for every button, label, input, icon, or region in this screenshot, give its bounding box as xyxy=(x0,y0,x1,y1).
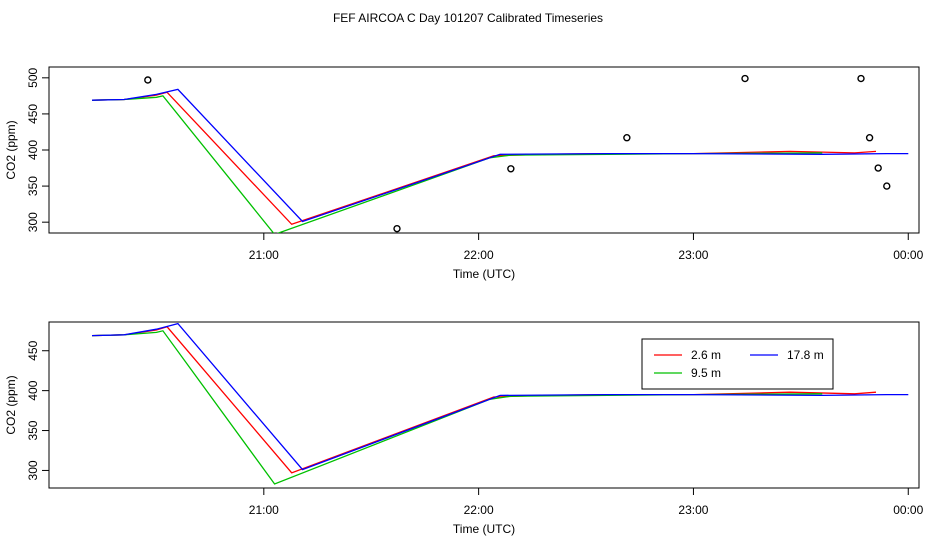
y-tick-label: 400 xyxy=(26,140,40,160)
data-point xyxy=(623,134,631,142)
top-panel: 21:00 22:00 23:00 00:00 300 350 400 450 500 Time … xyxy=(4,66,924,281)
x-tick-label: 22:00 xyxy=(464,503,494,517)
series-line-17-8-m xyxy=(91,322,909,471)
legend-box xyxy=(641,338,834,390)
y-tick-label: 450 xyxy=(26,104,40,124)
y-tick-label: 450 xyxy=(26,340,40,360)
x-tick-label: 21:00 xyxy=(249,248,279,262)
data-point xyxy=(857,74,865,83)
figure-title: FEF AIRCOA C Day 101207 Calibrated Times… xyxy=(333,11,603,25)
legend: 2.6 m 9.5 m 17.8 m xyxy=(641,338,834,390)
series-group xyxy=(91,88,909,233)
y-tick-label: 300 xyxy=(26,212,40,232)
series-line-17-8-m xyxy=(91,88,909,223)
data-point xyxy=(393,224,401,233)
data-point xyxy=(883,182,891,190)
data-point xyxy=(865,134,874,142)
x-axis-label: Time (UTC) xyxy=(453,267,515,281)
x-tick-label: 21:00 xyxy=(249,503,279,517)
x-tick-label: 22:00 xyxy=(464,248,494,262)
y-tick-label: 350 xyxy=(26,176,40,196)
x-tick-label: 00:00 xyxy=(893,248,923,262)
data-point xyxy=(874,164,882,172)
legend-label: 2.6 m xyxy=(691,348,721,362)
legend-label: 17.8 m xyxy=(787,348,824,362)
x-tick-label: 23:00 xyxy=(678,503,708,517)
x-tick-label: 00:00 xyxy=(893,503,923,517)
y-tick-label: 400 xyxy=(26,380,40,400)
legend-label: 9.5 m xyxy=(691,366,721,380)
x-tick-label: 23:00 xyxy=(678,248,708,262)
data-point xyxy=(507,165,515,173)
series-group xyxy=(91,322,909,485)
y-axis-label: CO2 (ppm) xyxy=(4,375,18,434)
x-axis-label: Time (UTC) xyxy=(453,522,515,536)
y-tick-label: 300 xyxy=(26,460,40,480)
data-point xyxy=(741,74,749,83)
y-tick-label: 350 xyxy=(26,420,40,440)
plot-frame xyxy=(48,321,920,489)
bottom-panel: 21:00 22:00 23:00 00:00 300 350 400 450 Time (UT… xyxy=(4,321,924,536)
y-axis-label: CO2 (ppm) xyxy=(4,120,18,179)
y-tick-label: 500 xyxy=(26,67,40,87)
data-point xyxy=(144,76,152,84)
